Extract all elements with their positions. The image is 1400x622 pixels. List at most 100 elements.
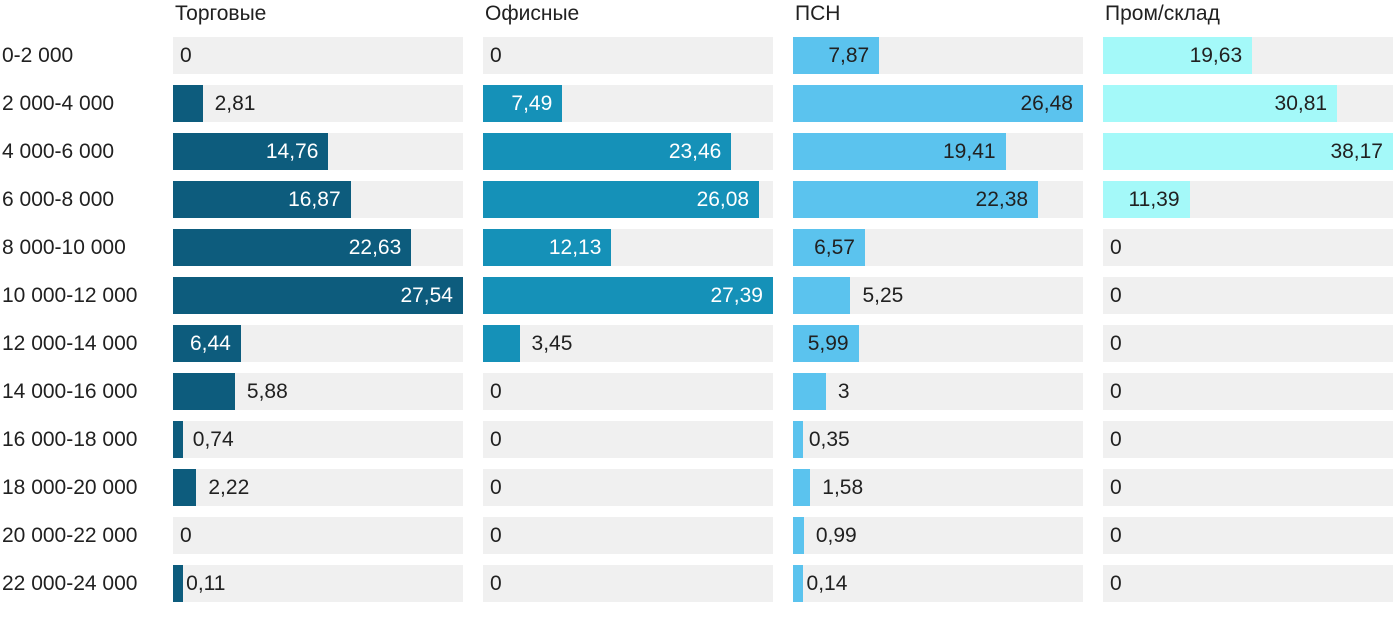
column-header-prom-sklad: Пром/склад xyxy=(1105,2,1220,25)
bar-track: 16,87 xyxy=(173,181,463,218)
value-label: 0,99 xyxy=(815,524,857,547)
bar-track: 2,22 xyxy=(173,469,463,506)
bar[interactable]: 5,99 xyxy=(793,325,859,362)
bar-track: 5,99 xyxy=(793,325,1083,362)
value-label: 0 xyxy=(180,44,192,67)
bar[interactable]: 14,76 xyxy=(173,133,329,170)
bar-track: 0 xyxy=(1103,325,1393,362)
bar-track: 27,54 xyxy=(173,277,463,314)
value-label: 11,39 xyxy=(1128,187,1180,211)
bar[interactable]: 7,49 xyxy=(483,85,563,122)
bar-track: 14,76 xyxy=(173,133,463,170)
bar[interactable]: 23,46 xyxy=(483,133,732,170)
value-label: 2,22 xyxy=(208,476,250,499)
bar-track: 5,88 xyxy=(173,373,463,410)
bar-track: 0,74 xyxy=(173,421,463,458)
bar-track: 12,13 xyxy=(483,229,773,266)
bar-track: 0,14 xyxy=(793,565,1083,602)
value-label: 0 xyxy=(490,44,502,67)
bar[interactable]: 38,17 xyxy=(1103,133,1393,170)
bar[interactable] xyxy=(793,469,811,506)
bar[interactable] xyxy=(793,565,803,602)
bar[interactable]: 12,13 xyxy=(483,229,612,266)
value-label: 0,35 xyxy=(808,428,850,451)
bar-track: 0 xyxy=(483,421,773,458)
bar[interactable]: 27,54 xyxy=(173,277,463,314)
bar-track: 0 xyxy=(483,565,773,602)
value-label: 0 xyxy=(180,524,192,547)
bar-track: 0 xyxy=(483,517,773,554)
value-label: 0,74 xyxy=(192,428,234,451)
value-label: 23,46 xyxy=(668,139,722,163)
value-label: 3,45 xyxy=(531,332,573,355)
bar-track: 19,63 xyxy=(1103,37,1393,74)
bar[interactable]: 30,81 xyxy=(1103,85,1338,122)
value-label: 26,08 xyxy=(696,187,750,211)
value-label: 0,14 xyxy=(806,572,848,595)
bar[interactable]: 27,39 xyxy=(483,277,773,314)
bar-track: 3,45 xyxy=(483,325,773,362)
bar-track: 0 xyxy=(173,517,463,554)
value-label: 3 xyxy=(837,380,850,403)
bar[interactable] xyxy=(173,85,203,122)
row-label: 14 000-16 000 xyxy=(2,380,138,403)
value-label: 12,13 xyxy=(548,235,602,259)
value-label: 14,76 xyxy=(265,139,319,163)
value-label: 7,87 xyxy=(828,43,870,67)
value-label: 19,41 xyxy=(943,139,996,163)
bar[interactable]: 26,08 xyxy=(483,181,760,218)
value-label: 0 xyxy=(490,476,502,499)
value-label: 38,17 xyxy=(1330,139,1383,163)
bar[interactable] xyxy=(793,517,804,554)
row-label: 22 000-24 000 xyxy=(2,572,138,595)
value-label: 0 xyxy=(1110,380,1122,403)
bar-track: 30,81 xyxy=(1103,85,1393,122)
bar-track: 6,44 xyxy=(173,325,463,362)
value-label: 6,57 xyxy=(814,235,855,259)
bar[interactable]: 6,44 xyxy=(173,325,241,362)
bar-track: 0 xyxy=(1103,373,1393,410)
bar-track: 6,57 xyxy=(793,229,1083,266)
bar-track: 0 xyxy=(173,37,463,74)
bar[interactable] xyxy=(793,421,803,458)
value-label: 22,38 xyxy=(975,187,1029,211)
bar[interactable] xyxy=(173,469,197,506)
bar[interactable] xyxy=(483,325,520,362)
bar[interactable] xyxy=(173,373,235,410)
bar-track: 23,46 xyxy=(483,133,773,170)
bar-track: 7,49 xyxy=(483,85,773,122)
bar-track: 0,11 xyxy=(173,565,463,602)
bar-track: 7,87 xyxy=(793,37,1083,74)
bar[interactable]: 22,38 xyxy=(793,181,1039,218)
header-spacer xyxy=(2,2,153,26)
bar-track: 22,63 xyxy=(173,229,463,266)
bar-track: 0 xyxy=(483,373,773,410)
value-label: 22,63 xyxy=(348,235,402,259)
bar-track: 0 xyxy=(483,469,773,506)
bar[interactable]: 19,63 xyxy=(1103,37,1253,74)
bar-track: 26,08 xyxy=(483,181,773,218)
bar-track: 5,25 xyxy=(793,277,1083,314)
bar[interactable]: 6,57 xyxy=(793,229,865,266)
bar[interactable]: 7,87 xyxy=(793,37,880,74)
column-header-psn: ПСН xyxy=(795,2,841,25)
value-label: 0 xyxy=(1110,572,1122,595)
bar[interactable]: 11,39 xyxy=(1103,181,1190,218)
bar[interactable] xyxy=(793,373,826,410)
bar-track: 2,81 xyxy=(173,85,463,122)
bar-track: 0 xyxy=(1103,229,1393,266)
bar[interactable]: 22,63 xyxy=(173,229,412,266)
value-label: 0 xyxy=(1110,476,1122,499)
row-label: 6 000-8 000 xyxy=(2,188,115,211)
bar[interactable]: 26,48 xyxy=(793,85,1083,122)
row-label: 2 000-4 000 xyxy=(2,92,115,115)
bar[interactable] xyxy=(173,421,183,458)
bar[interactable] xyxy=(173,565,183,602)
bar[interactable]: 19,41 xyxy=(793,133,1006,170)
bar-track: 27,39 xyxy=(483,277,773,314)
bar-track: 0 xyxy=(1103,565,1393,602)
bar[interactable]: 16,87 xyxy=(173,181,351,218)
value-label: 5,88 xyxy=(246,380,288,403)
bar[interactable] xyxy=(793,277,851,314)
row-label: 8 000-10 000 xyxy=(2,236,126,259)
